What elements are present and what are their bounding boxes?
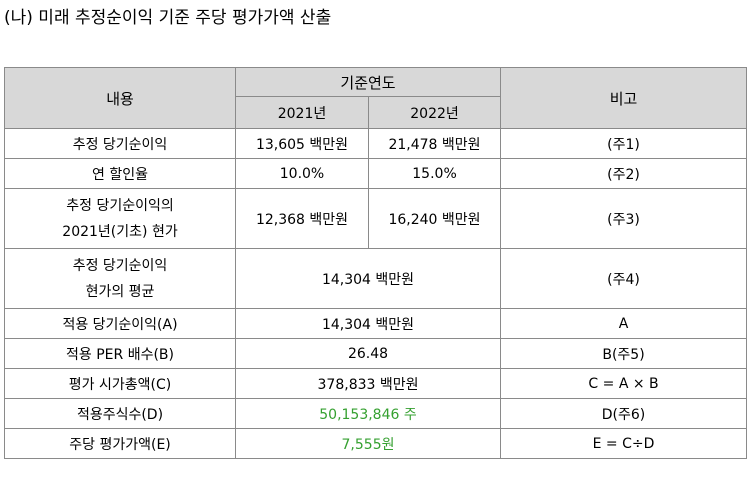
row-label: 평가 시가총액(C) <box>4 368 236 399</box>
table-row-pv-average: 추정 당기순이익 현가의 평균 14,304 백만원 (주4) <box>4 248 748 309</box>
row-label-line-1: 추정 당기순이익 <box>72 257 168 274</box>
header-content: 내용 <box>4 67 236 129</box>
row-label: 적용 당기순이익(A) <box>4 308 236 339</box>
row-value: 14,304 백만원 <box>234 248 502 309</box>
value-2021: 10.0% <box>235 158 369 189</box>
table-row-applied-net-income: 적용 당기순이익(A) 14,304 백만원 A <box>4 308 748 339</box>
row-label: 추정 당기순이익의 2021년(기초) 현가 <box>4 188 236 249</box>
row-label: 연 할인율 <box>4 158 236 189</box>
valuation-table: 내용 기준연도 비고 2021년 2022년 추정 당기순이익 13,605 백… <box>4 67 748 459</box>
table-row-applied-shares: 적용주식수(D) 50,153,846 주 D(주6) <box>4 398 748 429</box>
row-note: (주1) <box>500 128 748 159</box>
header-year-2022: 2022년 <box>367 96 502 129</box>
row-note: E = C÷D <box>500 428 748 459</box>
row-note: (주3) <box>500 188 748 249</box>
row-label: 추정 당기순이익 <box>4 128 236 159</box>
row-note: A <box>500 308 748 339</box>
table-row-present-value: 추정 당기순이익의 2021년(기초) 현가 12,368 백만원 16,240… <box>4 188 748 249</box>
table-row-discount-rate: 연 할인율 10.0% 15.0% (주2) <box>4 158 748 189</box>
row-note: C = A × B <box>500 368 748 399</box>
table-row-applied-per: 적용 PER 배수(B) 26.48 B(주5) <box>4 338 748 369</box>
value-2021: 13,605 백만원 <box>235 128 369 159</box>
header-row-1: 내용 기준연도 비고 <box>4 67 748 129</box>
row-value: 26.48 <box>234 338 502 369</box>
section-heading: (나) 미래 추정순이익 기준 주당 평가가액 산출 <box>4 8 332 28</box>
value-2022: 21,478 백만원 <box>367 128 502 159</box>
row-label-line-1: 추정 당기순이익의 <box>66 197 174 214</box>
row-label-line-2: 2021년(기초) 현가 <box>62 223 178 240</box>
row-value-highlight: 50,153,846 주 <box>234 398 502 429</box>
table-row-est-net-income: 추정 당기순이익 13,605 백만원 21,478 백만원 (주1) <box>4 128 748 159</box>
row-label: 주당 평가가액(E) <box>4 428 236 459</box>
row-label: 적용주식수(D) <box>4 398 236 429</box>
header-year-2021: 2021년 <box>235 96 369 129</box>
header-row-2: 2021년 2022년 <box>5 96 747 129</box>
row-note: B(주5) <box>500 338 748 369</box>
table-row-market-cap: 평가 시가총액(C) 378,833 백만원 C = A × B <box>4 368 748 399</box>
header-base-year: 기준연도 <box>234 67 502 97</box>
value-2022: 15.0% <box>367 158 502 189</box>
header-remarks: 비고 <box>500 67 748 129</box>
value-2022: 16,240 백만원 <box>367 188 502 249</box>
row-label-line-2: 현가의 평균 <box>85 283 155 300</box>
row-value: 14,304 백만원 <box>234 308 502 339</box>
value-2021: 12,368 백만원 <box>235 188 369 249</box>
row-label: 추정 당기순이익 현가의 평균 <box>4 248 236 309</box>
row-note: (주2) <box>500 158 748 189</box>
row-note: (주4) <box>500 248 748 309</box>
row-value-highlight: 7,555원 <box>234 428 502 459</box>
row-label: 적용 PER 배수(B) <box>4 338 236 369</box>
row-value: 378,833 백만원 <box>234 368 502 399</box>
row-note: D(주6) <box>500 398 748 429</box>
table-row-per-share-value: 주당 평가가액(E) 7,555원 E = C÷D <box>4 428 748 459</box>
